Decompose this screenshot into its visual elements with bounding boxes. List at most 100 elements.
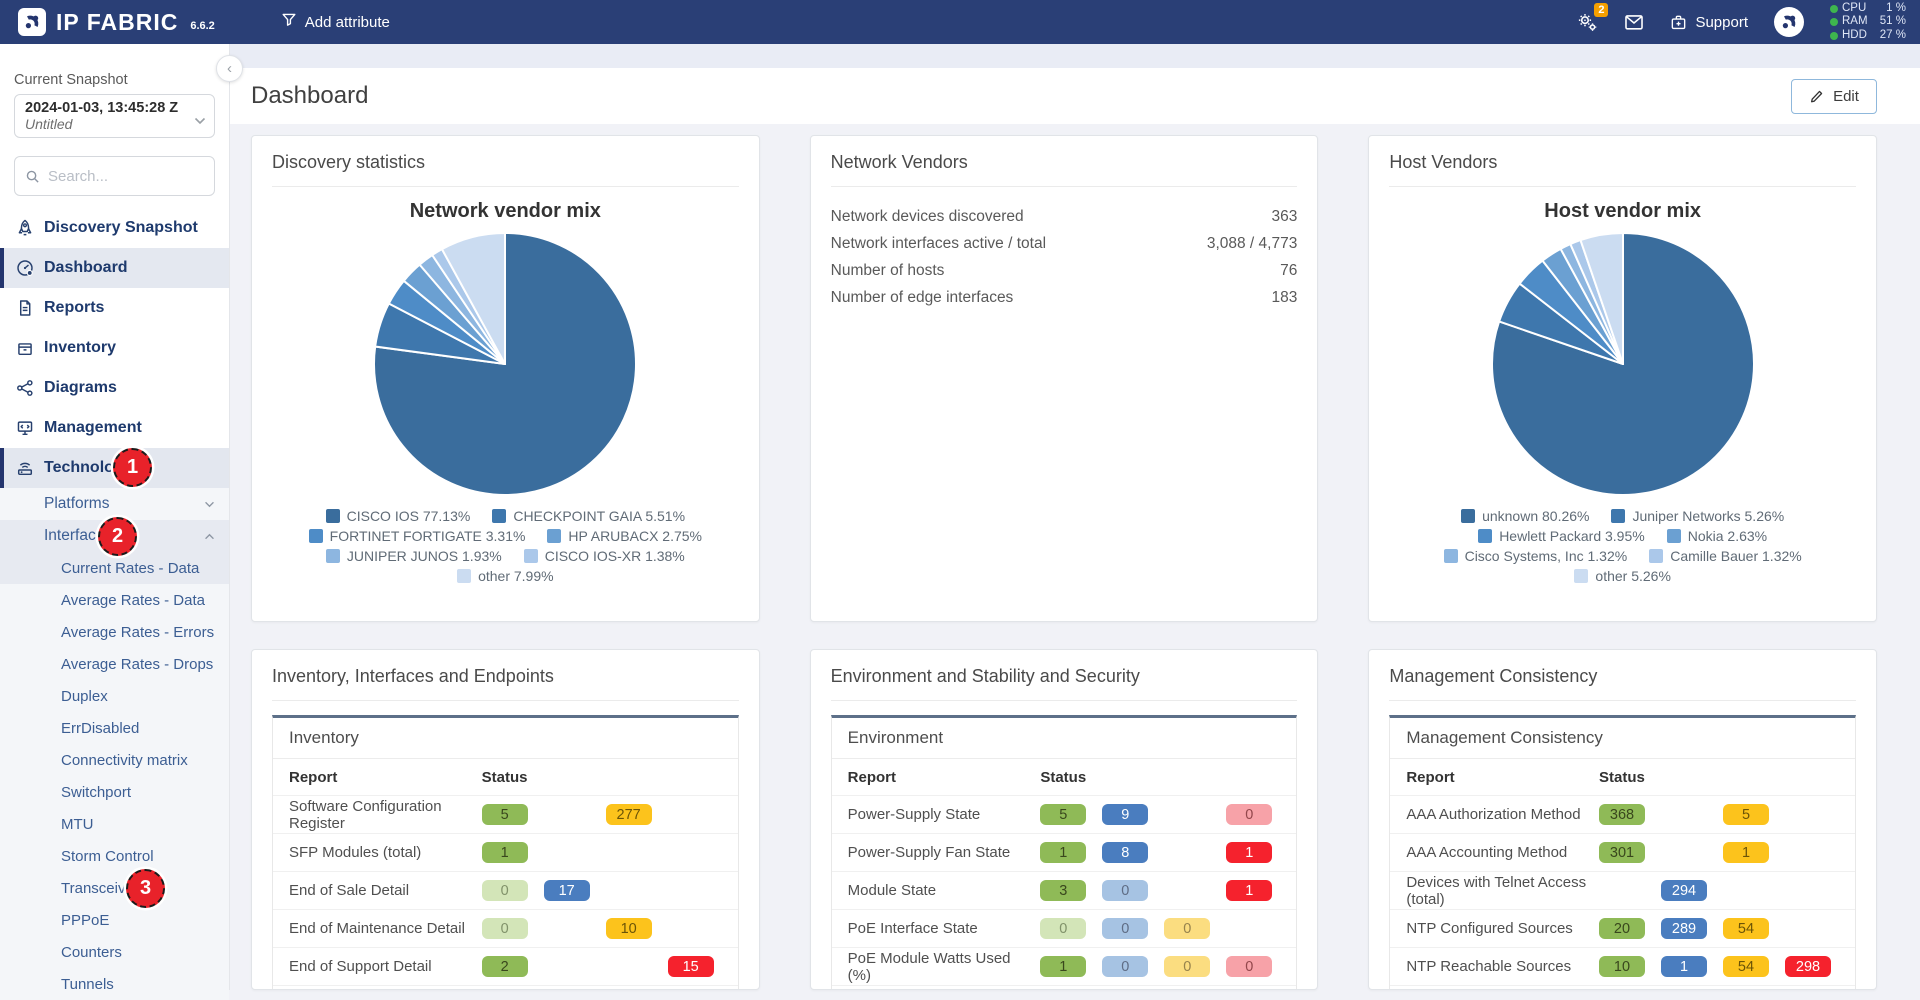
status-badge-green[interactable]: 368 [1598,804,1645,825]
legend-item-camille-bauer[interactable]: Camille Bauer 1.32% [1649,548,1802,564]
sidebar-item-current-rates-data[interactable]: Current Rates - Data [0,552,229,584]
search-input[interactable] [48,167,198,185]
status-badge-green[interactable]: 301 [1598,842,1645,863]
network-vendor-pie-chart[interactable] [367,226,643,502]
edit-button[interactable]: Edit [1791,78,1877,114]
user-avatar[interactable] [1774,7,1804,37]
status-badge-blue[interactable]: 1 [1660,956,1707,977]
sidebar-item-platforms[interactable]: Platforms [0,488,229,520]
report-link[interactable]: Devices with Telnet Access (total) [1406,873,1587,908]
report-link[interactable]: PoE Interface State [847,920,978,937]
sidebar-collapse-button[interactable]: ‹ [216,55,243,82]
status-badge-blue[interactable]: 294 [1660,880,1707,901]
legend-item-cisco-ios[interactable]: CISCO IOS 77.13% [325,508,470,524]
brand-logo[interactable]: IP FABRIC 6.6.2 [0,8,215,36]
report-link[interactable]: NTP Reachable Sources [1406,958,1572,975]
status-badge-yellow[interactable]: 5 [1722,804,1769,825]
add-attribute-button[interactable]: Add attribute [281,12,390,32]
status-badge-green[interactable]: 2 [481,956,528,977]
status-badge-green[interactable]: 20 [1598,918,1645,939]
status-badge-red[interactable]: 15 [667,956,714,977]
legend-item-other[interactable]: other 7.99% [457,568,554,584]
status-badge-yellow[interactable]: 10 [605,918,652,939]
sidebar-item-storm-control[interactable]: Storm Control [0,840,229,872]
status-badge-yellow[interactable]: 277 [605,804,652,825]
report-link[interactable]: Power-Supply Fan State [847,844,1011,861]
status-badge-green[interactable]: 5 [481,804,528,825]
status-badge-blue[interactable]: 289 [1660,918,1707,939]
report-link[interactable]: AAA Accounting Method [1406,844,1568,861]
sidebar-item-technology[interactable]: Technology [0,448,229,488]
sidebar-item-switchport[interactable]: Switchport [0,776,229,808]
legend-item-other[interactable]: other 5.26% [1574,568,1671,584]
report-link[interactable]: End of Maintenance Detail [289,920,465,937]
legend-item-juniper-networks[interactable]: Juniper Networks 5.26% [1611,508,1784,524]
status-badge-yellow-muted[interactable]: 0 [1164,918,1211,939]
sidebar-item-mtu[interactable]: MTU [0,808,229,840]
report-link[interactable]: PoE Module Watts Used (%) [847,949,1011,984]
status-badge-yellow[interactable]: 54 [1722,918,1769,939]
pie-slice-cisco-ios[interactable] [373,232,638,496]
status-badge-yellow[interactable]: 1 [1722,842,1769,863]
sidebar-item-discovery-snapshot[interactable]: Discovery Snapshot [0,208,229,248]
report-link[interactable]: Power-Supply State [847,806,981,823]
messages-button[interactable] [1624,14,1644,31]
status-badge-blue-muted[interactable]: 0 [1102,880,1149,901]
status-badge-red[interactable]: 1 [1226,842,1273,863]
legend-item-hp-arubacx[interactable]: HP ARUBACX 2.75% [547,528,702,544]
sidebar-item-tunnels[interactable]: Tunnels [0,968,229,1000]
report-link[interactable]: Module State [847,882,937,899]
legend-item-nokia[interactable]: Nokia 2.63% [1666,528,1767,544]
sidebar-item-average-rates-data[interactable]: Average Rates - Data [0,584,229,616]
legend-item-unknown[interactable]: unknown 80.26% [1461,508,1589,524]
sidebar-item-transceivers[interactable]: Transceivers [0,872,229,904]
status-badge-red-muted[interactable]: 0 [1226,804,1273,825]
pie-slice-other[interactable] [441,232,507,365]
legend-item-cisco-systems-inc[interactable]: Cisco Systems, Inc 1.32% [1443,548,1627,564]
status-badge-green[interactable]: 1 [481,842,528,863]
report-link[interactable]: End of Sale Detail [289,882,410,899]
sidebar-item-average-rates-errors[interactable]: Average Rates - Errors [0,616,229,648]
legend-item-hewlett-packard[interactable]: Hewlett Packard 3.95% [1478,528,1645,544]
legend-item-juniper-junos[interactable]: JUNIPER JUNOS 1.93% [325,548,502,564]
legend-item-checkpoint-gaia[interactable]: CHECKPOINT GAIA 5.51% [492,508,685,524]
sidebar-item-errdisabled[interactable]: ErrDisabled [0,712,229,744]
sidebar-item-diagrams[interactable]: Diagrams [0,368,229,408]
pie-slice-other[interactable] [1579,232,1624,365]
settings-button[interactable]: 2 [1577,2,1609,33]
sidebar-item-average-rates-drops[interactable]: Average Rates - Drops [0,648,229,680]
snapshot-select[interactable]: 2024-01-03, 13:45:28 Z Untitled [14,94,215,138]
status-badge-yellow[interactable]: 54 [1722,956,1769,977]
support-button[interactable]: Support [1670,14,1748,31]
status-badge-blue-muted[interactable]: 0 [1102,918,1149,939]
report-link[interactable]: NTP Configured Sources [1406,920,1573,937]
sidebar-item-dashboard[interactable]: Dashboard [0,248,229,288]
report-link[interactable]: Software Configuration Register [289,797,442,832]
status-badge-green[interactable]: 10 [1598,956,1645,977]
sidebar-item-counters[interactable]: Counters [0,936,229,968]
status-badge-green-muted[interactable]: 0 [481,880,528,901]
status-badge-green-muted[interactable]: 0 [1040,918,1087,939]
report-link[interactable]: End of Support Detail [289,958,432,975]
sidebar-search[interactable] [14,156,215,196]
legend-item-fortinet-fortigate[interactable]: FORTINET FORTIGATE 3.31% [308,528,525,544]
report-link[interactable]: SFP Modules (total) [289,844,422,861]
status-badge-red-muted[interactable]: 0 [1226,956,1273,977]
sidebar-item-inventory[interactable]: Inventory [0,328,229,368]
status-badge-blue[interactable]: 17 [543,880,590,901]
status-badge-green-muted[interactable]: 0 [481,918,528,939]
status-badge-blue-muted[interactable]: 0 [1102,956,1149,977]
status-badge-green[interactable]: 1 [1040,956,1087,977]
status-badge-green[interactable]: 5 [1040,804,1087,825]
status-badge-yellow-muted[interactable]: 0 [1164,956,1211,977]
status-badge-blue[interactable]: 9 [1102,804,1149,825]
host-vendor-pie-chart[interactable] [1485,226,1761,502]
status-badge-green[interactable]: 1 [1040,842,1087,863]
status-badge-red[interactable]: 1 [1226,880,1273,901]
status-badge-green[interactable]: 3 [1040,880,1087,901]
sidebar-item-duplex[interactable]: Duplex [0,680,229,712]
sidebar-item-connectivity-matrix[interactable]: Connectivity matrix [0,744,229,776]
sidebar-item-management[interactable]: Management [0,408,229,448]
report-link[interactable]: AAA Authorization Method [1406,806,1581,823]
status-badge-red[interactable]: 298 [1784,956,1831,977]
